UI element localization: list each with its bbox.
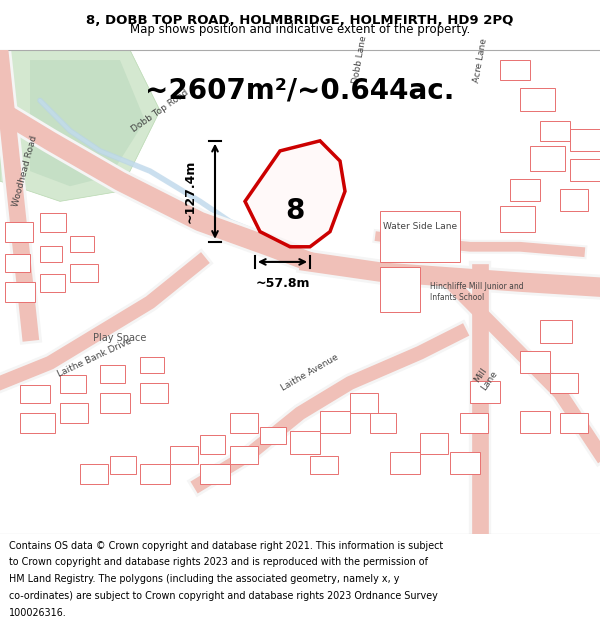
Polygon shape (570, 129, 600, 151)
Text: Laithe Bank Drive: Laithe Bank Drive (56, 337, 133, 379)
Text: to Crown copyright and database rights 2023 and is reproduced with the permissio: to Crown copyright and database rights 2… (9, 558, 428, 568)
Polygon shape (560, 413, 588, 434)
Polygon shape (520, 351, 550, 373)
Polygon shape (470, 381, 500, 403)
Text: Water Side Lane: Water Side Lane (383, 222, 457, 231)
Polygon shape (230, 413, 258, 434)
Polygon shape (200, 464, 230, 484)
Polygon shape (420, 434, 448, 454)
Polygon shape (40, 246, 62, 262)
Text: HM Land Registry. The polygons (including the associated geometry, namely x, y: HM Land Registry. The polygons (includin… (9, 574, 400, 584)
Text: ~127.4m: ~127.4m (184, 159, 197, 223)
Text: Laithe Avenue: Laithe Avenue (280, 353, 340, 393)
Text: Play Space: Play Space (94, 332, 146, 342)
Polygon shape (20, 385, 50, 403)
Polygon shape (170, 446, 198, 464)
Polygon shape (5, 221, 33, 242)
Polygon shape (380, 211, 460, 262)
Polygon shape (60, 375, 86, 393)
Polygon shape (500, 60, 530, 80)
Polygon shape (570, 159, 600, 181)
Polygon shape (520, 411, 550, 434)
Polygon shape (5, 254, 30, 272)
Polygon shape (140, 464, 170, 484)
Text: 8, DOBB TOP ROAD, HOLMBRIDGE, HOLMFIRTH, HD9 2PQ: 8, DOBB TOP ROAD, HOLMBRIDGE, HOLMFIRTH,… (86, 14, 514, 27)
Polygon shape (460, 413, 488, 434)
Polygon shape (60, 403, 88, 423)
Polygon shape (100, 365, 125, 383)
Text: Woodhead Road: Woodhead Road (11, 134, 39, 208)
Text: Dobb Top Road: Dobb Top Road (130, 88, 190, 134)
Polygon shape (140, 357, 164, 373)
Polygon shape (110, 456, 136, 474)
Polygon shape (500, 206, 535, 232)
Text: Acre Lane: Acre Lane (472, 38, 488, 83)
Polygon shape (40, 214, 66, 232)
Polygon shape (560, 189, 588, 211)
Text: Map shows position and indicative extent of the property.: Map shows position and indicative extent… (130, 23, 470, 36)
Polygon shape (510, 179, 540, 201)
Polygon shape (0, 50, 160, 201)
Polygon shape (350, 393, 378, 413)
Polygon shape (540, 321, 572, 342)
Text: ~2607m²/~0.644ac.: ~2607m²/~0.644ac. (145, 76, 455, 104)
Polygon shape (140, 383, 168, 403)
Polygon shape (200, 436, 225, 454)
Polygon shape (320, 411, 350, 434)
Polygon shape (5, 282, 35, 302)
Polygon shape (550, 373, 578, 393)
Text: Mill
Lane: Mill Lane (471, 364, 499, 392)
Polygon shape (290, 431, 320, 454)
Polygon shape (20, 413, 55, 434)
Polygon shape (520, 88, 555, 111)
Polygon shape (530, 146, 565, 171)
Polygon shape (70, 236, 94, 252)
Text: co-ordinates) are subject to Crown copyright and database rights 2023 Ordnance S: co-ordinates) are subject to Crown copyr… (9, 591, 438, 601)
Text: ~57.8m: ~57.8m (256, 277, 310, 290)
Polygon shape (30, 60, 145, 186)
Polygon shape (230, 446, 258, 464)
Text: Dobb Lane: Dobb Lane (352, 36, 368, 85)
Polygon shape (40, 274, 65, 292)
Polygon shape (390, 452, 420, 474)
Polygon shape (70, 264, 98, 282)
Text: Hinchliffe Mill Junior and
Infants School: Hinchliffe Mill Junior and Infants Schoo… (430, 282, 524, 302)
Polygon shape (260, 428, 286, 444)
Polygon shape (245, 141, 345, 247)
Text: 100026316.: 100026316. (9, 608, 67, 618)
Polygon shape (100, 393, 130, 413)
Polygon shape (370, 413, 396, 434)
Text: 8: 8 (286, 198, 305, 226)
Polygon shape (380, 267, 420, 312)
Polygon shape (450, 452, 480, 474)
Polygon shape (310, 456, 338, 474)
Polygon shape (540, 121, 570, 141)
Text: Contains OS data © Crown copyright and database right 2021. This information is : Contains OS data © Crown copyright and d… (9, 541, 443, 551)
Polygon shape (80, 464, 108, 484)
